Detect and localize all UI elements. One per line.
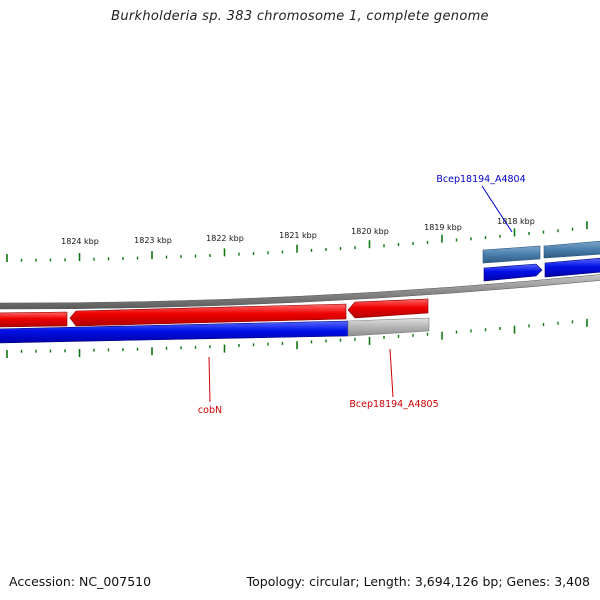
feature-bcep18194-a4804[interactable] xyxy=(483,257,600,282)
pseudo-feature-bar[interactable] xyxy=(347,317,430,337)
tick-label-1819: 1819 kbp xyxy=(424,223,462,232)
tick-label-1820: 1820 kbp xyxy=(351,227,389,236)
tick-label-group: 1824 kbp 1823 kbp 1822 kbp 1821 kbp 1820… xyxy=(61,217,535,246)
feature-rna-track[interactable] xyxy=(482,240,600,264)
gene-label-a4805[interactable]: Bcep18194_A4805 xyxy=(349,399,438,410)
inner-tick-ring xyxy=(6,318,588,358)
gene-label-cobn[interactable]: cobN xyxy=(198,405,222,416)
reverse-gene-segment-left[interactable] xyxy=(0,311,68,328)
gene-label-a4804[interactable]: Bcep18194_A4804 xyxy=(436,174,525,185)
feature-forward-strand-lower[interactable] xyxy=(0,317,430,344)
tick-label-1818: 1818 kbp xyxy=(497,217,535,226)
rna-feature-segment-1[interactable] xyxy=(482,245,541,264)
genome-summary-text: Topology: circular; Length: 3,694,126 bp… xyxy=(246,574,590,589)
tick-label-1821: 1821 kbp xyxy=(279,231,317,240)
a4804-callout-line xyxy=(481,185,513,233)
tick-label-1822: 1822 kbp xyxy=(206,234,244,243)
genome-backbone xyxy=(0,274,600,310)
tick-label-1824: 1824 kbp xyxy=(61,237,99,246)
rna-feature-segment-2[interactable] xyxy=(543,240,600,259)
feature-cobn[interactable] xyxy=(0,303,347,328)
outer-tick-ring xyxy=(6,221,588,262)
map-title: Burkholderia sp. 383 chromosome 1, compl… xyxy=(111,9,489,24)
a4805-callout-line xyxy=(389,348,394,398)
cobn-callout-line xyxy=(208,356,211,403)
feature-bcep18194-a4805[interactable] xyxy=(347,298,429,319)
forward-gene-arrow-2[interactable] xyxy=(544,257,600,278)
forward-gene-arrow-1[interactable] xyxy=(483,263,543,282)
accession-text: Accession: NC_007510 xyxy=(9,574,152,589)
cobn-gene-arrow[interactable] xyxy=(69,303,347,327)
a4805-gene-arrow[interactable] xyxy=(347,298,429,319)
tick-label-1823: 1823 kbp xyxy=(134,236,172,245)
